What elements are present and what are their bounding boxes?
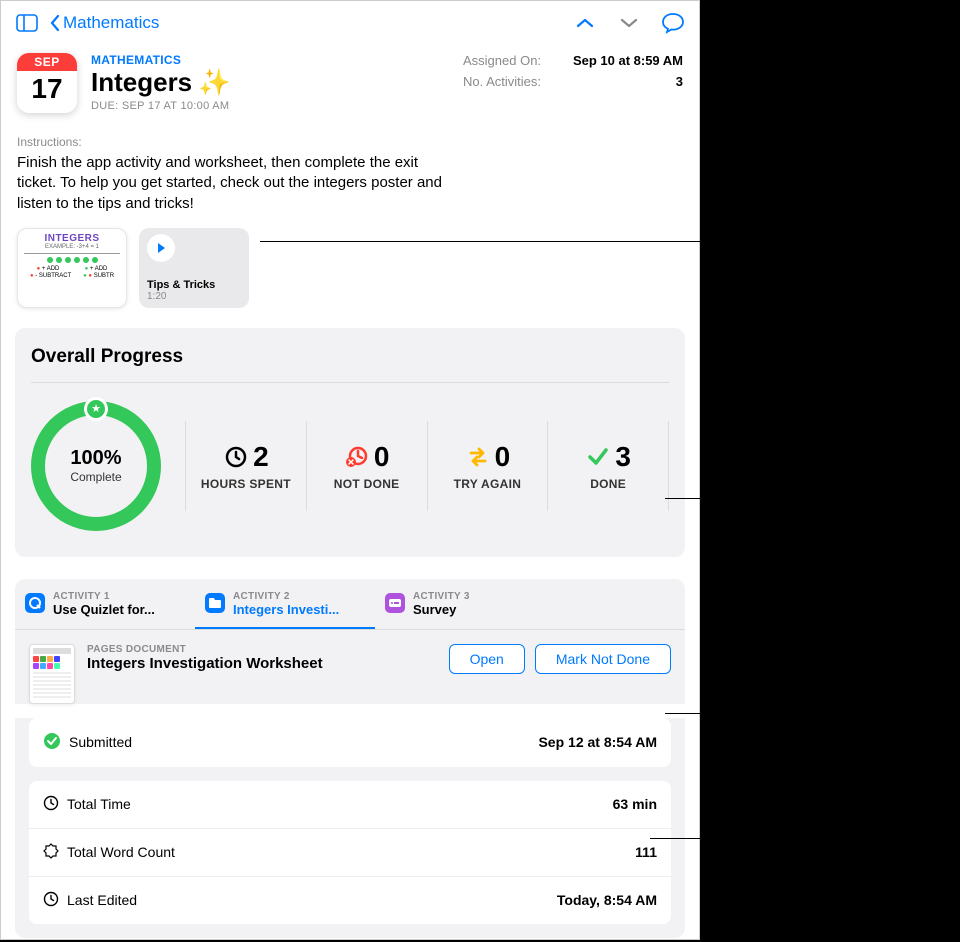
- ring-label: Complete: [70, 470, 121, 484]
- overall-progress-card: Overall Progress 100% Complete ★ 2 HOURS…: [15, 328, 685, 557]
- tab-activity-2[interactable]: ACTIVITY 2 Integers Investi...: [195, 579, 375, 629]
- stat-not-done: 0 NOT DONE: [307, 441, 427, 491]
- document-title: Integers Investigation Worksheet: [87, 655, 437, 672]
- assignment-title: Integers ✨: [91, 67, 449, 98]
- quizlet-icon: [25, 593, 45, 613]
- chevron-down-icon: [620, 17, 638, 29]
- star-badge-icon: ★: [84, 397, 108, 421]
- progress-title: Overall Progress: [31, 346, 669, 368]
- prev-button[interactable]: [571, 9, 599, 37]
- play-icon: [147, 234, 175, 262]
- sidebar-toggle-icon[interactable]: [13, 9, 41, 37]
- clock-outline-icon: [43, 795, 59, 814]
- assignment-category: MATHEMATICS: [91, 53, 449, 67]
- retry-icon: [465, 444, 491, 470]
- activity-count-label: No. Activities:: [463, 74, 541, 89]
- metric-last-edited: Last Edited Today, 8:54 AM: [29, 877, 671, 924]
- not-done-icon: [344, 444, 370, 470]
- tab-activity-3[interactable]: ACTIVITY 3 Survey: [375, 579, 555, 629]
- metric-word-count: Total Word Count 111: [29, 829, 671, 877]
- callout-line: [665, 713, 730, 714]
- metric-total-time: Total Time 63 min: [29, 781, 671, 829]
- progress-ring: 100% Complete ★: [31, 401, 161, 531]
- chat-bubble-icon: [661, 12, 685, 34]
- back-label: Mathematics: [63, 13, 159, 33]
- back-button[interactable]: Mathematics: [49, 13, 159, 33]
- submitted-card: Submitted Sep 12 at 8:54 AM: [29, 718, 671, 767]
- clock-outline-icon: [43, 891, 59, 910]
- due-date: DUE: SEP 17 AT 10:00 AM: [91, 100, 449, 112]
- attachment-video[interactable]: Tips & Tricks 1:20: [139, 228, 249, 308]
- submitted-label: Submitted: [69, 734, 132, 750]
- calendar-month: SEP: [17, 53, 77, 71]
- metrics-card: Total Time 63 min Total Word Count 111 L…: [29, 781, 671, 924]
- video-duration: 1:20: [147, 291, 241, 302]
- callout-line: [650, 838, 730, 839]
- checkmark-circle-icon: [43, 732, 61, 753]
- stat-try-again: 0 TRY AGAIN: [428, 441, 548, 491]
- instructions-label: Instructions:: [1, 135, 699, 149]
- chevron-up-icon: [576, 17, 594, 29]
- open-button[interactable]: Open: [449, 644, 525, 674]
- mark-not-done-button[interactable]: Mark Not Done: [535, 644, 671, 674]
- document-thumbnail: [29, 644, 75, 704]
- video-label: Tips & Tricks: [147, 279, 241, 291]
- ring-percent: 100%: [70, 447, 121, 470]
- stat-hours-spent: 2 HOURS SPENT: [186, 441, 306, 491]
- next-button[interactable]: [615, 9, 643, 37]
- poster-title: INTEGERS: [24, 233, 120, 244]
- instructions-text: Finish the app activity and worksheet, t…: [1, 149, 461, 214]
- callout-line: [260, 241, 730, 242]
- attachment-poster[interactable]: INTEGERS EXAMPLE: -3+4 = 1 ● + ADD ● + A…: [17, 228, 127, 308]
- stat-done: 3 DONE: [548, 441, 668, 491]
- badge-outline-icon: [43, 843, 59, 862]
- survey-icon: [385, 593, 405, 613]
- document-category: PAGES DOCUMENT: [87, 644, 437, 655]
- calendar-day: 17: [17, 71, 77, 105]
- calendar-tile: SEP 17: [17, 53, 77, 113]
- callout-line: [665, 498, 730, 499]
- assigned-on-label: Assigned On:: [463, 53, 541, 68]
- folder-icon: [205, 593, 225, 613]
- check-icon: [585, 444, 611, 470]
- activity-tabs: ACTIVITY 1 Use Quizlet for... ACTIVITY 2…: [15, 579, 685, 630]
- clock-icon: [223, 444, 249, 470]
- activity-count-value: 3: [676, 74, 683, 89]
- tab-activity-1[interactable]: ACTIVITY 1 Use Quizlet for...: [15, 579, 195, 629]
- submitted-value: Sep 12 at 8:54 AM: [538, 734, 657, 750]
- sparkle-icon: ✨: [198, 67, 230, 98]
- assigned-on-value: Sep 10 at 8:59 AM: [573, 53, 683, 68]
- chevron-left-icon: [49, 14, 61, 32]
- comments-button[interactable]: [659, 9, 687, 37]
